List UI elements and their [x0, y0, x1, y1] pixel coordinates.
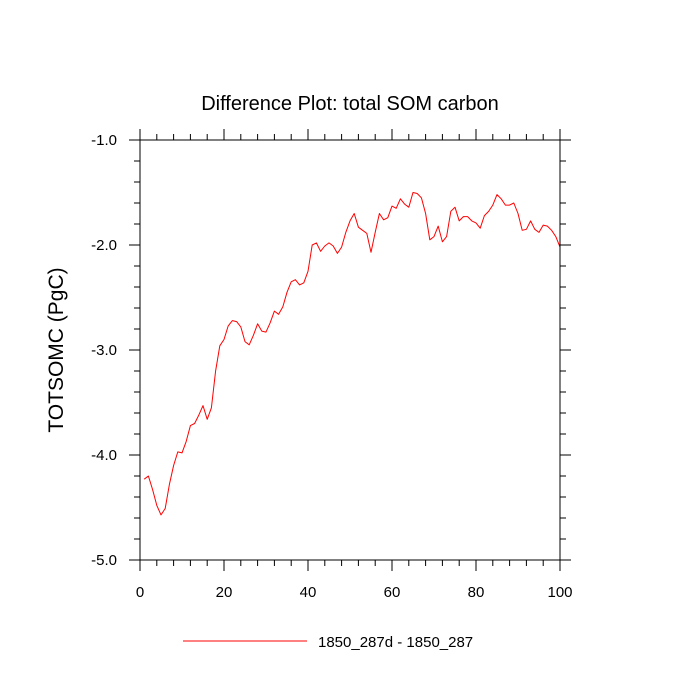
x-tick-label: 20	[216, 584, 233, 601]
x-tick-label: 0	[136, 584, 144, 601]
x-tick-label: 80	[468, 584, 485, 601]
x-tick-label: 60	[384, 584, 401, 601]
chart-title: Difference Plot: total SOM carbon	[201, 93, 499, 115]
x-tick-labels: 0 20 40 60 80 100	[136, 584, 573, 601]
x-tick-label: 100	[547, 584, 572, 601]
minor-ticks	[134, 134, 566, 566]
legend: 1850_287d - 1850_287	[183, 634, 473, 651]
series-line	[143, 192, 561, 516]
y-tick-label: -3.0	[91, 342, 117, 359]
x-tick-label: 40	[300, 584, 317, 601]
legend-label: 1850_287d - 1850_287	[318, 634, 473, 651]
y-tick-label: -4.0	[91, 447, 117, 464]
y-tick-label: -2.0	[91, 237, 117, 254]
y-tick-label: -1.0	[91, 132, 117, 149]
y-axis-label: TOTSOMC (PgC)	[45, 267, 68, 432]
y-tick-label: -5.0	[91, 552, 117, 569]
plot-frame	[139, 139, 561, 561]
major-ticks	[129, 129, 571, 571]
series-layer	[143, 192, 561, 516]
y-tick-labels: -5.0 -4.0 -3.0 -2.0 -1.0	[91, 132, 117, 569]
